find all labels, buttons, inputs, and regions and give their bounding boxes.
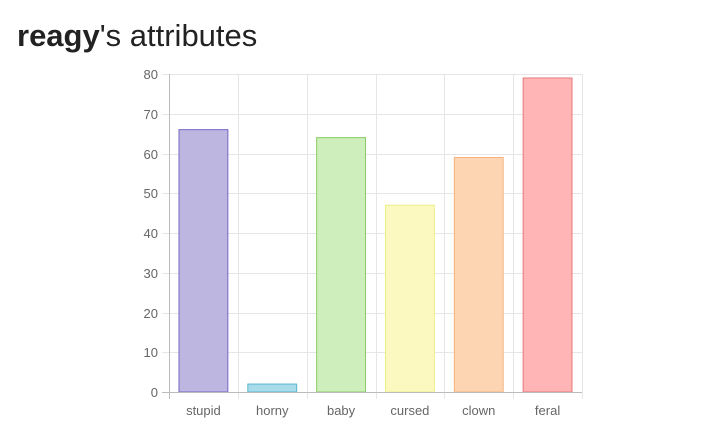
chart-bars xyxy=(178,77,573,393)
y-tick-label: 80 xyxy=(144,67,158,82)
bar-horny[interactable] xyxy=(247,383,298,393)
x-tick-label-clown: clown xyxy=(462,403,495,418)
y-tick-label: 60 xyxy=(144,147,158,162)
y-tick-label: 40 xyxy=(144,226,158,241)
page-title: reagy's attributes xyxy=(17,14,257,58)
x-tick-label-feral: feral xyxy=(535,403,560,418)
y-tick-label: 10 xyxy=(144,345,158,360)
x-tick-label-cursed: cursed xyxy=(390,403,429,418)
chart-grid xyxy=(169,74,583,393)
x-tick-label-baby: baby xyxy=(327,403,356,418)
y-tick-label: 20 xyxy=(144,306,158,321)
bar-baby[interactable] xyxy=(316,137,367,393)
chart-axes xyxy=(162,74,583,399)
user-name: reagy xyxy=(17,18,100,53)
x-tick-label-horny: horny xyxy=(256,403,289,418)
bar-stupid[interactable] xyxy=(178,129,229,393)
bar-clown[interactable] xyxy=(453,156,504,393)
chart-tick-labels: 0 10 20 30 40 50 60 70 80 stupid horny baby cursed cl… xyxy=(144,67,561,418)
y-tick-label: 70 xyxy=(144,107,158,122)
y-tick-label: 0 xyxy=(151,385,158,400)
bar-cursed[interactable] xyxy=(384,204,435,393)
bar-feral[interactable] xyxy=(522,77,573,393)
y-tick-label: 50 xyxy=(144,186,158,201)
x-tick-label-stupid: stupid xyxy=(186,403,221,418)
page-title-suffix: 's attributes xyxy=(99,18,258,53)
y-tick-label: 30 xyxy=(144,266,158,281)
